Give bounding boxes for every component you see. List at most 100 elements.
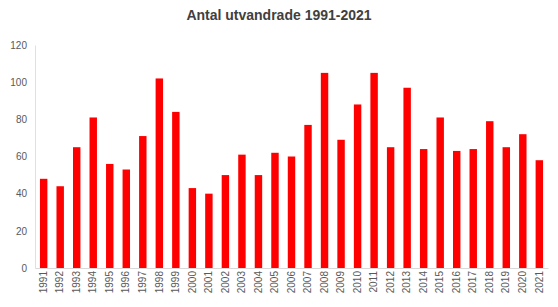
bar: [486, 121, 493, 268]
x-tick: 2003: [236, 268, 247, 293]
y-axis-line: [35, 46, 36, 269]
y-tick: 0: [21, 263, 35, 274]
bar: [189, 188, 196, 268]
bar: [172, 112, 179, 268]
y-tick-label: 0: [21, 263, 27, 274]
chart: 0204060801001201991199219931994199519961…: [0, 0, 558, 307]
x-tick: 2009: [335, 268, 346, 293]
y-tick: 20: [16, 226, 35, 237]
y-tick: 100: [10, 77, 35, 88]
bar: [255, 175, 262, 268]
x-tick-label: 2006: [286, 271, 297, 294]
x-tick-label: 2011: [368, 271, 379, 293]
x-tick: 2000: [187, 268, 198, 293]
x-tick-label: 1999: [170, 271, 181, 294]
bar: [238, 155, 245, 268]
x-tick-label: 2018: [484, 271, 495, 294]
bar: [536, 160, 543, 268]
x-tick: 2010: [352, 268, 363, 293]
x-tick-label: 2020: [517, 271, 528, 294]
x-tick: 2014: [418, 268, 429, 293]
y-tick: 60: [16, 151, 35, 162]
x-tick: 2004: [253, 268, 264, 293]
x-tick: 1994: [87, 268, 98, 293]
x-tick: 1992: [54, 268, 65, 293]
x-tick-label: 2017: [467, 271, 478, 294]
x-tick-label: 1992: [54, 271, 65, 294]
bar: [403, 88, 410, 268]
x-tick-label: 2010: [352, 271, 363, 294]
x-tick: 1999: [170, 268, 181, 293]
bar: [354, 104, 361, 268]
title: Antal utvandrade 1991-2021: [186, 7, 371, 23]
x-tick-label: 1996: [120, 271, 131, 294]
x-tick: 1995: [104, 268, 115, 293]
x-tick-label: 1991: [38, 271, 49, 294]
x-tick-label: 2012: [385, 271, 396, 294]
x-tick-label: 1993: [71, 271, 82, 294]
x-tick: 2021: [534, 268, 545, 293]
x-tick: 2001: [203, 268, 214, 293]
bar: [139, 136, 146, 268]
x-tick-label: 2021: [534, 271, 545, 294]
bar: [123, 170, 130, 268]
y-tick: 120: [10, 40, 35, 51]
x-tick-label: 1994: [87, 271, 98, 294]
x-tick: 2017: [467, 268, 478, 293]
x-tick: 2013: [401, 268, 412, 293]
bar: [106, 164, 113, 268]
x-tick-label: 1998: [154, 271, 165, 294]
bar: [156, 78, 163, 268]
bar: [370, 73, 377, 268]
bar: [453, 151, 460, 268]
x-tick-label: 2002: [220, 271, 231, 294]
x-tick: 2007: [302, 268, 313, 293]
bar: [387, 147, 394, 268]
plot-area: 0204060801001201991199219931994199519961…: [10, 40, 548, 294]
bar: [73, 147, 80, 268]
x-tick-label: 2005: [269, 271, 280, 294]
x-axis-line: [36, 268, 549, 269]
y-tick-label: 120: [10, 40, 27, 51]
x-tick: 2018: [484, 268, 495, 293]
x-tick-label: 2016: [451, 271, 462, 294]
x-tick: 2008: [319, 268, 330, 293]
bar: [271, 153, 278, 268]
x-tick-label: 2001: [203, 271, 214, 294]
y-tick-label: 40: [16, 188, 28, 199]
bar: [40, 179, 47, 268]
x-tick: 1997: [137, 268, 148, 293]
x-tick: 2002: [220, 268, 231, 293]
x-tick-label: 2007: [302, 271, 313, 294]
x-tick-label: 2000: [187, 271, 198, 294]
x-axis: 1991 1992 1993 1994 1995 1996 1997 1998 1999 2000…: [36, 268, 549, 293]
x-tick-label: 2009: [335, 271, 346, 294]
x-tick: 2020: [517, 268, 528, 293]
x-tick: 1998: [154, 268, 165, 293]
bar: [470, 149, 477, 268]
x-tick: 2015: [434, 268, 445, 293]
bar: [519, 134, 526, 268]
bars: [40, 73, 543, 268]
bar: [321, 73, 328, 268]
x-tick: 2006: [286, 268, 297, 293]
x-tick-label: 2014: [418, 271, 429, 294]
x-tick-label: 2019: [500, 271, 511, 294]
y-axis: 0 20 40 60 80 100 120: [10, 40, 35, 274]
y-tick-label: 60: [16, 151, 28, 162]
bar: [56, 186, 63, 268]
y-tick-label: 100: [10, 77, 27, 88]
x-tick-label: 2015: [434, 271, 445, 294]
x-tick-label: 2008: [319, 271, 330, 294]
bar: [337, 140, 344, 268]
y-tick: 40: [16, 188, 35, 199]
x-tick: 1996: [120, 268, 131, 293]
x-tick-label: 2004: [253, 271, 264, 294]
x-tick-label: 2003: [236, 271, 247, 294]
y-tick: 80: [16, 114, 35, 125]
x-tick: 2011: [368, 268, 379, 293]
x-tick: 2019: [500, 268, 511, 293]
x-tick: 1993: [71, 268, 82, 293]
x-tick: 1991: [38, 268, 49, 293]
x-tick-label: 1997: [137, 271, 148, 294]
